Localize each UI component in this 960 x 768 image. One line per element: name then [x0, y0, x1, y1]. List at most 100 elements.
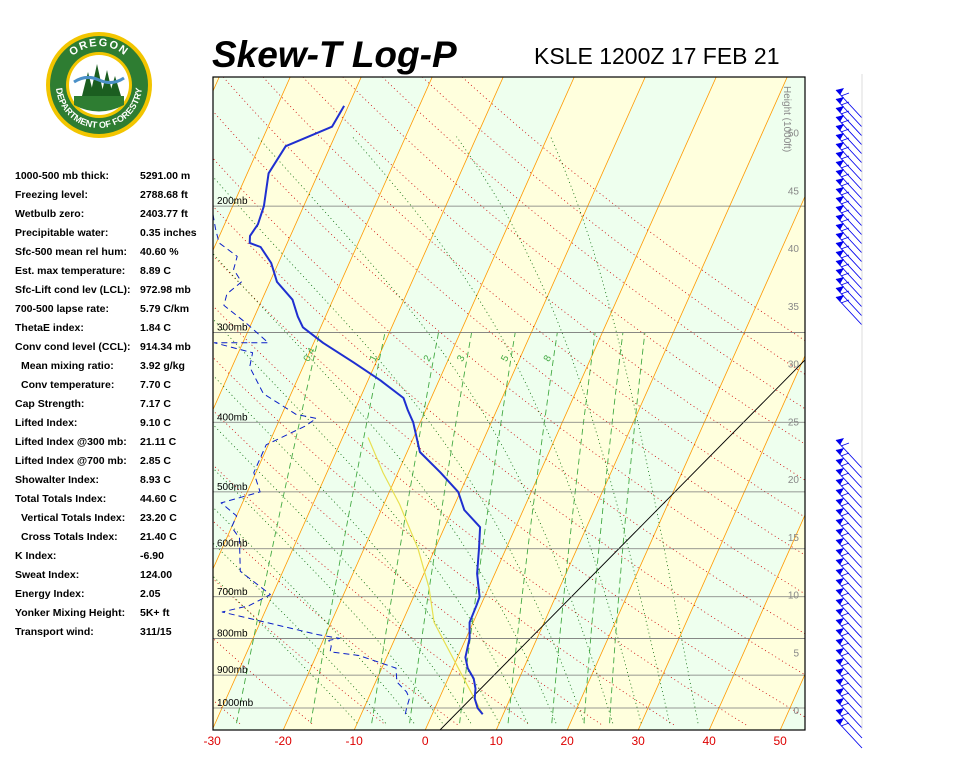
dry-adiabat	[0, 77, 169, 725]
wind-barb-flag	[836, 241, 844, 248]
wind-barb	[835, 133, 863, 164]
dry-adiabat	[262, 77, 805, 518]
wind-barb-staff	[835, 639, 863, 669]
oregon-department-of-forestry-logo: OREGON DEPARTMENT OF FORESTRY	[46, 32, 152, 138]
wind-barb-staff	[835, 107, 863, 137]
moist-adiabat	[456, 136, 670, 724]
wind-barb-staff	[835, 719, 863, 749]
mixing-ratio-line	[236, 332, 320, 724]
mixing-ratio-line	[371, 332, 439, 724]
wind-barb-staff	[835, 629, 863, 659]
wind-barb	[835, 608, 863, 639]
wind-barb-staff	[835, 529, 863, 559]
wind-barb-feather	[840, 236, 850, 241]
wind-barb-feather	[840, 632, 850, 637]
wind-barb-feather	[840, 582, 850, 587]
wind-barb	[835, 528, 863, 559]
wind-barb	[835, 268, 863, 299]
wind-barb-flag	[836, 97, 844, 104]
wind-barb-feather	[840, 642, 850, 647]
wind-barb-staff	[835, 197, 863, 227]
wind-barb-feather	[840, 712, 850, 717]
wind-barb-staff	[835, 116, 863, 146]
wind-barb	[835, 548, 863, 579]
pressure-label: 700mb	[217, 587, 248, 598]
wind-barb-flag	[836, 468, 844, 475]
index-label: Precipitable water:	[15, 227, 109, 239]
index-label: Cap Strength:	[15, 398, 85, 410]
wind-barb-feather	[840, 92, 850, 97]
wind-barb-staff	[835, 619, 863, 649]
wind-barb	[835, 448, 863, 479]
wind-barb-flag	[836, 286, 844, 293]
wind-barb-flag	[836, 688, 844, 695]
wind-barb-staff	[835, 439, 863, 469]
isotherm-line	[213, 77, 433, 570]
wind-barb	[835, 578, 863, 609]
index-value: 23.20 C	[140, 512, 177, 524]
wind-barb	[835, 488, 863, 519]
dry-adiabat	[213, 205, 805, 676]
wind-barb	[835, 458, 863, 489]
wind-barb	[835, 618, 863, 649]
wind-barb	[835, 97, 863, 128]
index-label: Conv cond level (CCL):	[15, 341, 131, 353]
index-label: Transport wind:	[15, 626, 94, 638]
index-value: 5291.00 m	[140, 170, 191, 182]
isotherm-band	[0, 77, 77, 730]
reference-diagonal	[439, 359, 805, 730]
isotherm-line	[851, 77, 960, 730]
wind-barb-feather	[840, 299, 850, 304]
dry-adiabat	[213, 356, 675, 726]
isotherm-line	[213, 77, 220, 92]
mixing-ratio-line	[609, 332, 646, 724]
plot-area: 0.4 1 2 3 5 8	[0, 77, 960, 730]
wind-barb-feather	[840, 562, 850, 567]
wind-barb-feather	[840, 462, 850, 467]
wind-barb-flag	[836, 668, 844, 675]
index-label: Cross Totals Index:	[21, 531, 118, 543]
wind-barb	[835, 688, 863, 719]
wind-barb	[835, 223, 863, 254]
index-label: Lifted Index:	[15, 417, 78, 429]
wind-barb-staff	[835, 699, 863, 729]
wind-barb-staff	[835, 609, 863, 639]
wind-barb	[835, 508, 863, 539]
isotherm-band	[780, 674, 805, 730]
wind-barb-feather	[840, 612, 850, 617]
wind-barb-feather	[840, 442, 850, 447]
pressure-label: 1000mb	[217, 698, 254, 709]
wind-barb-flag	[836, 448, 844, 455]
wind-barb-staff	[835, 251, 863, 281]
wind-barb-flag	[836, 488, 844, 495]
isotherm-line	[708, 514, 805, 730]
wind-barb-flag	[836, 618, 844, 625]
wind-barb-staff	[835, 499, 863, 529]
wind-barb-staff	[835, 242, 863, 272]
wind-barb-feather	[840, 702, 850, 707]
index-label: Sweat Index:	[15, 569, 80, 581]
pressure-label: 400mb	[217, 412, 248, 423]
wind-barb-feather	[840, 572, 850, 577]
temperature-tick-label: 50	[774, 734, 788, 748]
wind-barb-staff	[835, 206, 863, 236]
dry-adiabat	[222, 77, 805, 556]
wind-barb	[835, 286, 863, 317]
wind-barb	[835, 250, 863, 281]
wind-barb-feather	[840, 173, 850, 178]
wind-barb-staff	[835, 296, 863, 326]
moist-adiabat	[550, 136, 699, 724]
isotherm-line	[282, 77, 575, 730]
wind-barb-feather	[840, 482, 850, 487]
height-tick-label: 25	[788, 417, 800, 428]
wind-barb	[835, 518, 863, 549]
isotherm-line	[0, 77, 148, 730]
mixing-ratio-label: 8	[542, 353, 555, 363]
isotherm-line	[353, 77, 646, 730]
index-label: Vertical Totals Index:	[21, 512, 126, 524]
wind-barb-flag	[836, 205, 844, 212]
dry-adiabat	[213, 409, 603, 726]
index-value: 0.35 inches	[140, 227, 197, 239]
isotherm-line	[213, 77, 362, 411]
temperature-tick-label: -10	[346, 734, 364, 748]
